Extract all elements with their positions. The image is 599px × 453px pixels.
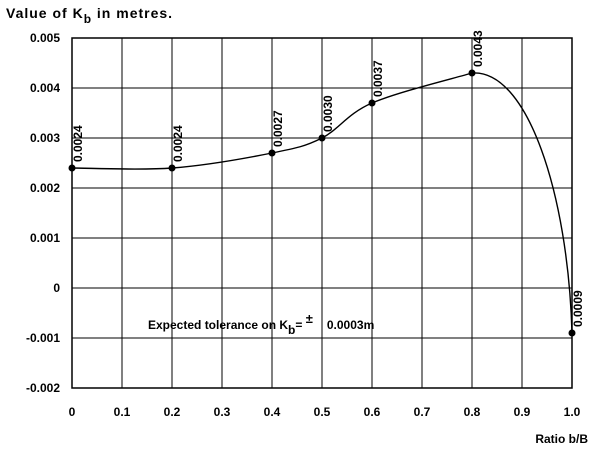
y-axis-label: Value of Kb in metres. (6, 5, 173, 26)
data-point (268, 149, 276, 157)
x-tick-label: 0.2 (164, 405, 181, 419)
data-point (168, 164, 176, 172)
y-tick-label: 0.002 (30, 181, 60, 195)
data-point (68, 164, 76, 172)
x-tick-label: 0.1 (114, 405, 131, 419)
data-label: 0.0027 (271, 110, 285, 147)
data-point (368, 99, 376, 107)
y-tick-label: 0.004 (30, 81, 60, 95)
x-axis-label: Ratio b/B (535, 432, 588, 446)
data-label: 0.0024 (171, 125, 185, 162)
y-tick-label: 0.003 (30, 131, 60, 145)
y-tick-label: 0 (53, 281, 60, 295)
y-tick-label: 0.001 (30, 231, 60, 245)
x-tick-label: 0.8 (464, 405, 481, 419)
y-tick-label: 0.005 (30, 31, 60, 45)
y-tick-label: -0.001 (26, 331, 60, 345)
x-tick-label: 0.5 (314, 405, 331, 419)
data-point (568, 329, 576, 337)
tolerance-annotation: Expected tolerance on Kb= ±0.0003m (148, 311, 374, 337)
x-tick-label: 0.3 (214, 405, 231, 419)
data-label: 0.0043 (471, 30, 485, 67)
data-points (68, 69, 576, 337)
data-labels: 0.0024 0.0024 0.0027 0.0030 0.0037 0.0043 0.00… (71, 30, 585, 327)
data-label: 0.0024 (71, 125, 85, 162)
x-tick-label: 0.9 (514, 405, 531, 419)
y-tick-label: -0.002 (26, 381, 60, 395)
x-tick-label: 1.0 (564, 405, 581, 419)
x-tick-label: 0.7 (414, 405, 431, 419)
x-tick-label: 0 (69, 405, 76, 419)
plot-frame (71, 37, 573, 389)
tick-labels: -0.002 -0.001 0 0.001 0.002 0.003 0.004 0.005 0 0… (26, 31, 581, 419)
data-label: 0.0037 (371, 60, 385, 97)
data-point (318, 134, 326, 142)
grid (71, 37, 573, 389)
data-label: 0.0030 (321, 95, 335, 132)
data-label: 0.0009 (571, 290, 585, 327)
x-tick-label: 0.4 (264, 405, 281, 419)
x-tick-label: 0.6 (364, 405, 381, 419)
data-point (468, 69, 476, 77)
axes (71, 37, 573, 389)
